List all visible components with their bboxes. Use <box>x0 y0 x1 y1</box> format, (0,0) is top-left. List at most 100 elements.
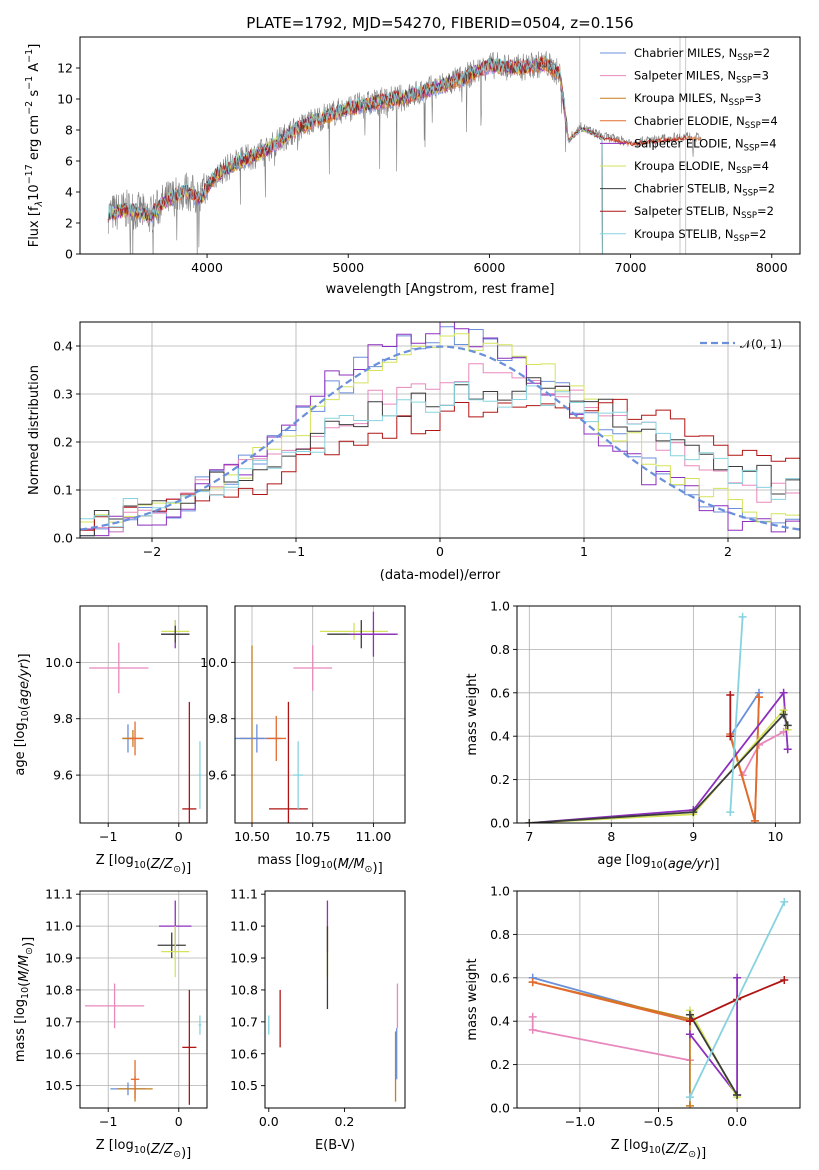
y-tick-label: 6 <box>65 154 73 169</box>
weight-marker <box>779 688 788 697</box>
axes-frame <box>79 605 208 824</box>
legend-label: Salpeter STELIB, NSSP=2 <box>634 204 774 221</box>
error-bar-point <box>198 1015 202 1035</box>
y-tick-label: 9.8 <box>208 711 228 726</box>
error-bar-point <box>182 989 197 1105</box>
x-tick-label: 7 <box>525 829 533 844</box>
error-bar-point <box>293 645 333 691</box>
legend-label: Kroupa MILES, NSSP=3 <box>634 91 761 108</box>
x-axis-label: Z [log10(Z/Z⊙)] <box>96 853 191 876</box>
y-tick-label: 0.2 <box>53 435 73 450</box>
x-tick-label: −1 <box>99 829 117 844</box>
histogram-plot-area <box>80 322 800 538</box>
weight-marker <box>689 808 698 817</box>
y-tick-label: 0.3 <box>53 387 73 402</box>
weight-series-line <box>689 901 786 1098</box>
y-tick-label: 10.6 <box>230 1046 258 1061</box>
y-tick-label: 0 <box>65 247 73 262</box>
x-tick-label: −1 <box>99 1114 117 1129</box>
mass-vs-metallicity-panel: −1 0 10.5 10.6 10.7 10.8 10.9 11.0 11.1 Z [log10(… <box>13 887 208 1161</box>
x-tick-label: 1 <box>580 544 588 559</box>
x-tick-label: 10.75 <box>295 829 331 844</box>
y-tick-label: 1.0 <box>490 884 510 899</box>
weight-marker <box>726 690 735 699</box>
y-tick-label: 0.1 <box>53 483 73 498</box>
x-tick-label: 8000 <box>756 260 788 275</box>
legend-label: Salpeter MILES, NSSP=3 <box>634 69 769 86</box>
weight-marker <box>779 710 788 719</box>
mass-weight-vs-metallicity-panel: −1.0 −0.5 0.0 0.0 0.2 0.4 0.6 0.8 1.0 Z [log10(Z/… <box>465 884 801 1161</box>
x-tick-label: 0.0 <box>727 1114 747 1129</box>
x-axis-label: age [log10(age/yr)] <box>597 853 719 872</box>
weight-series-line <box>531 1016 691 1062</box>
y-tick-label: 12 <box>57 61 73 76</box>
x-tick-label: 0.2 <box>335 1114 355 1129</box>
y-tick-label: 11.1 <box>230 887 258 902</box>
y-tick-label: 0.6 <box>490 970 510 985</box>
observed-spectrum <box>107 51 702 254</box>
legend-label: Chabrier MILES, NSSP=2 <box>634 46 770 63</box>
weight-marker <box>726 732 735 741</box>
axes-frame <box>264 890 406 1109</box>
y-tick-label: 9.6 <box>53 768 73 783</box>
x-tick-label: 2 <box>724 544 732 559</box>
axes-frame <box>79 321 801 539</box>
y-tick-label: 0.8 <box>490 642 510 657</box>
model-spectrum <box>107 59 603 254</box>
weight-marker <box>783 721 792 730</box>
x-tick-label: −1 <box>287 544 305 559</box>
y-tick-label: 10.7 <box>230 1014 258 1029</box>
y-tick-label: 10.9 <box>230 951 258 966</box>
spectrum-panel: 4000 5000 6000 7000 8000 0 2 4 6 8 10 12 PLATE=1792,… <box>24 14 801 297</box>
error-bar-point <box>130 1060 140 1099</box>
legend-label: 𝒩(0, 1) <box>740 337 782 351</box>
x-axis-label: wavelength [Angstrom, rest frame] <box>326 282 555 297</box>
weight-marker <box>528 1012 537 1021</box>
residual-histogram <box>80 381 800 537</box>
y-axis-label: mass weight <box>465 673 480 755</box>
y-tick-label: 0.0 <box>490 1101 510 1116</box>
weight-series-line <box>529 712 789 823</box>
x-axis-label: (data-model)/error <box>380 568 501 583</box>
weight-marker <box>733 1090 742 1099</box>
model-spectrum <box>107 56 603 254</box>
age-vs-mass-panel: 10.50 10.75 11.00 9.6 9.8 10.0 mass [log10(M/M… <box>200 605 406 876</box>
error-bar-point <box>84 983 145 1029</box>
y-tick-label: 0.2 <box>490 772 510 787</box>
x-tick-label: 6000 <box>474 260 506 275</box>
y-tick-label: 4 <box>65 185 73 200</box>
weight-marker <box>685 1017 694 1026</box>
weight-series-line <box>689 977 738 1098</box>
axes-frame <box>79 890 208 1109</box>
error-bar-point <box>127 721 143 756</box>
model-spectrum <box>107 55 603 254</box>
model-spectrum <box>107 58 603 254</box>
y-axis-label: Flux [fλ10−17 erg cm−2 s−1 A−1] <box>24 44 45 248</box>
y-tick-label: 1.0 <box>490 599 510 614</box>
x-tick-label: 5000 <box>332 260 364 275</box>
y-tick-label: 10.6 <box>45 1046 73 1061</box>
weight-marker <box>685 1101 694 1108</box>
x-tick-label: 10.50 <box>234 829 270 844</box>
weight-marker <box>750 816 759 823</box>
weight-marker <box>726 808 735 817</box>
weight-series-line <box>529 708 789 823</box>
y-tick-label: 0.4 <box>53 339 73 354</box>
legend-label: Kroupa ELODIE, NSSP=4 <box>634 159 769 176</box>
axes-frame <box>516 605 801 824</box>
scatter-plot-area <box>84 900 202 1105</box>
y-axis-label: mass [log10(M/M⊙)] <box>13 937 36 1062</box>
x-axis-label: mass [log10(M/M⊙)] <box>257 853 382 876</box>
error-bar-point <box>293 741 303 809</box>
model-spectrum <box>107 59 603 254</box>
legend-label: Chabrier ELODIE, NSSP=4 <box>634 114 778 131</box>
x-tick-label: 11.00 <box>356 829 392 844</box>
y-axis-label: Normed distribution <box>27 365 42 495</box>
y-tick-label: 0.4 <box>490 1014 510 1029</box>
mass-vs-ebv-panel: 0.0 0.2 10.5 10.6 10.7 10.8 10.9 11.0 11.1 E(B-V) <box>230 887 406 1153</box>
x-axis-label: E(B-V) <box>315 1138 355 1153</box>
y-tick-label: 10.0 <box>45 655 73 670</box>
x-tick-label: 0 <box>175 829 183 844</box>
x-tick-label: 0 <box>436 544 444 559</box>
axes-frame <box>516 890 801 1109</box>
